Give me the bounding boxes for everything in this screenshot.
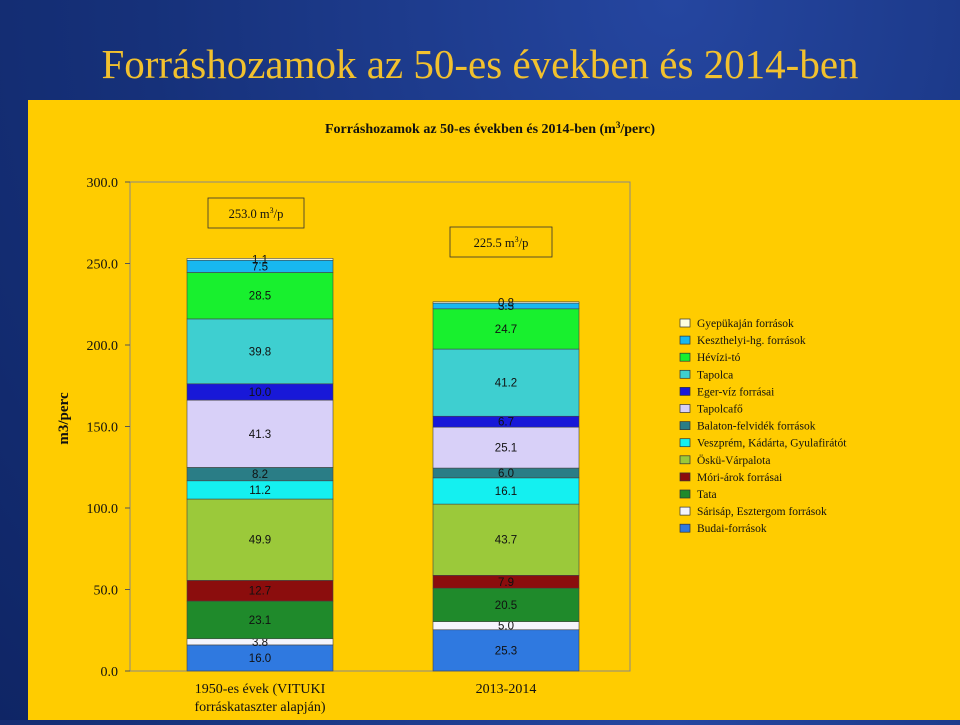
y-axis-label: m3/perc [56,392,72,445]
chart-title: Forráshozamok az 50-es években és 2014-b… [325,120,655,137]
bar-segment [432,348,580,417]
data-label: 20.5 [495,600,517,612]
legend-swatch [679,523,691,533]
bar-segment [186,644,334,672]
data-label: 16.0 [249,653,271,665]
bar-segment [186,258,334,261]
data-label: 7.9 [498,577,514,589]
legend-label: Gyepükaján források [697,318,794,330]
bar-segment [432,629,580,672]
legend-swatch [679,352,691,362]
legend-swatch [679,369,691,379]
legend-label: Budai-források [697,523,767,535]
y-tick-label: 250.0 [87,258,119,273]
legend-label: Tata [697,489,717,501]
legend-swatch [679,489,691,499]
data-label: 6.0 [498,468,514,480]
total-label: 253.0 m3/p [229,206,284,221]
data-label: 23.1 [249,615,271,627]
data-label: 41.2 [495,378,517,390]
data-label: 3.8 [252,637,268,649]
bar-segment [186,272,334,320]
bar-segment [432,477,580,505]
legend-swatch [679,455,691,465]
legend-swatch [679,387,691,396]
data-label: 43.7 [495,535,517,547]
legend-swatch [679,335,691,345]
data-label: 10.0 [249,387,271,399]
x-category-label: 1950-es évek (VITUKI [195,682,326,697]
data-label: 25.3 [495,645,517,657]
y-tick-label: 300.0 [87,176,119,191]
bar-segment [432,587,580,622]
bar-segment [432,301,580,304]
y-tick-label: 150.0 [87,421,119,436]
legend-label: Veszprém, Kádárta, Gyulafirátót [697,438,847,450]
y-tick-label: 200.0 [87,339,119,354]
total-label-box [449,226,553,258]
bar-segment [186,399,334,468]
x-category-label: forráskataszter alapján) [195,700,326,715]
legend-label: Keszthelyi-hg. források [697,335,806,347]
data-label: 7.5 [252,261,268,273]
data-label: 41.3 [249,429,271,441]
total-label: 225.5 m3/p [474,235,529,250]
data-label: 3.5 [498,301,514,313]
bar-segment [186,318,334,385]
data-label: 25.1 [495,443,517,455]
data-label: 49.9 [249,535,271,547]
y-tick-label: 100.0 [87,502,119,517]
data-label: 39.8 [249,346,271,358]
legend-label: Tapolcafő [697,404,743,416]
legend-swatch [679,438,691,448]
legend-swatch [679,404,691,413]
legend-label: Sárisáp, Esztergom források [697,506,827,518]
slide-title: Forráshozamok az 50-es években és 2014-b… [101,41,859,87]
data-label: 11.2 [249,485,271,497]
data-label: 6.7 [498,417,514,429]
legend-label: Tapolca [697,369,733,381]
legend-label: Móri-árok forrásai [697,472,782,484]
data-label: 28.5 [249,291,271,303]
bar-segment [432,426,580,469]
legend-swatch [679,421,691,430]
legend-swatch [679,318,691,328]
data-label: 1.1 [252,254,268,266]
data-label: 24.7 [495,324,517,336]
bar-segment [432,503,580,576]
legend-label: Öskü-Várpalota [697,453,770,467]
data-label: 12.7 [249,586,271,598]
y-tick-label: 50.0 [94,584,119,599]
legend-swatch [679,506,691,516]
bar-segment [432,308,580,350]
y-tick-label: 0.0 [101,665,119,680]
legend-label: Balaton-felvidék források [697,421,816,433]
legend-label: Eger-víz forrásai [697,386,774,398]
data-label: 8.2 [252,469,268,481]
legend-label: Hévízi-tó [697,352,741,364]
bar-segment [186,498,334,581]
total-label-box [207,197,305,229]
data-label: 0.8 [498,297,514,309]
data-label: 5.0 [498,621,514,633]
legend-swatch [679,472,691,482]
x-category-label: 2013-2014 [476,682,537,697]
data-label: 16.1 [495,486,517,498]
